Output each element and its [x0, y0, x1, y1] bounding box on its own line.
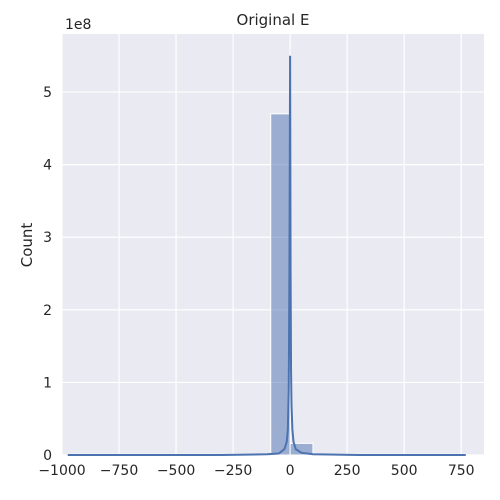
x-tick-label: −250 — [214, 463, 252, 479]
y-tick-label: 4 — [43, 158, 52, 174]
chart-title: Original E — [237, 11, 310, 29]
x-tick-label: −1000 — [38, 463, 85, 479]
x-tick-label: 750 — [448, 463, 475, 479]
y-axis-label: Count — [18, 223, 36, 268]
x-tick-label: −500 — [157, 463, 195, 479]
y-tick-label: 3 — [43, 230, 52, 246]
x-tick-labels: −1000 −750 −500 −250 0 250 500 750 — [38, 463, 474, 479]
x-tick-label: −750 — [100, 463, 138, 479]
y-tick-label: 1 — [43, 375, 52, 391]
x-tick-label: 250 — [334, 463, 361, 479]
y-tick-label: 5 — [43, 85, 52, 101]
histogram-bar — [289, 442, 314, 456]
kde-line — [67, 55, 466, 456]
y-tick-label: 0 — [43, 448, 52, 464]
x-tick-label: 500 — [391, 463, 418, 479]
x-tick-label: 0 — [286, 463, 295, 479]
y-tick-label: 2 — [43, 303, 52, 319]
histogram-bar — [270, 113, 291, 456]
y-offset-label: 1e8 — [65, 17, 91, 33]
y-tick-labels: 0 1 2 3 4 5 — [43, 85, 52, 464]
